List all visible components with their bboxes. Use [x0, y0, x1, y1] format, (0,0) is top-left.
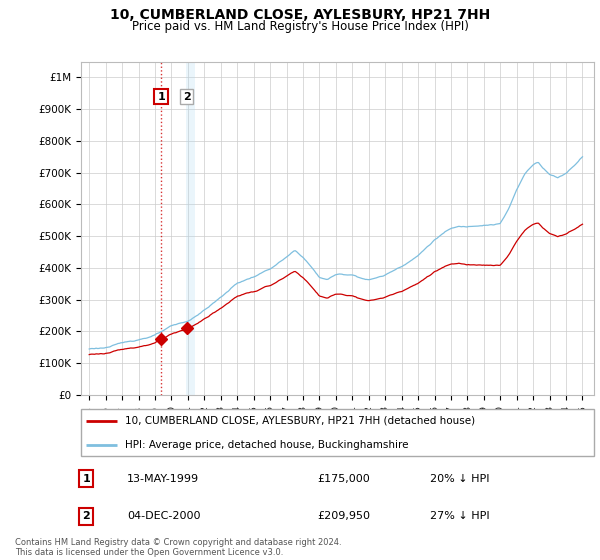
- Text: HPI: Average price, detached house, Buckinghamshire: HPI: Average price, detached house, Buck…: [125, 440, 408, 450]
- Text: 1: 1: [82, 474, 90, 484]
- Text: 10, CUMBERLAND CLOSE, AYLESBURY, HP21 7HH (detached house): 10, CUMBERLAND CLOSE, AYLESBURY, HP21 7H…: [125, 416, 475, 426]
- Text: 27% ↓ HPI: 27% ↓ HPI: [430, 511, 490, 521]
- Text: Contains HM Land Registry data © Crown copyright and database right 2024.
This d: Contains HM Land Registry data © Crown c…: [15, 538, 341, 557]
- Text: 20% ↓ HPI: 20% ↓ HPI: [430, 474, 490, 484]
- Text: 10, CUMBERLAND CLOSE, AYLESBURY, HP21 7HH: 10, CUMBERLAND CLOSE, AYLESBURY, HP21 7H…: [110, 8, 490, 22]
- Text: 2: 2: [82, 511, 90, 521]
- Text: 2: 2: [182, 91, 190, 101]
- Text: 04-DEC-2000: 04-DEC-2000: [127, 511, 200, 521]
- Text: 13-MAY-1999: 13-MAY-1999: [127, 474, 199, 484]
- Text: 1: 1: [157, 91, 165, 101]
- Text: Price paid vs. HM Land Registry's House Price Index (HPI): Price paid vs. HM Land Registry's House …: [131, 20, 469, 33]
- Text: £175,000: £175,000: [317, 474, 370, 484]
- FancyBboxPatch shape: [81, 409, 594, 456]
- Bar: [186, 62, 195, 395]
- Text: £209,950: £209,950: [317, 511, 370, 521]
